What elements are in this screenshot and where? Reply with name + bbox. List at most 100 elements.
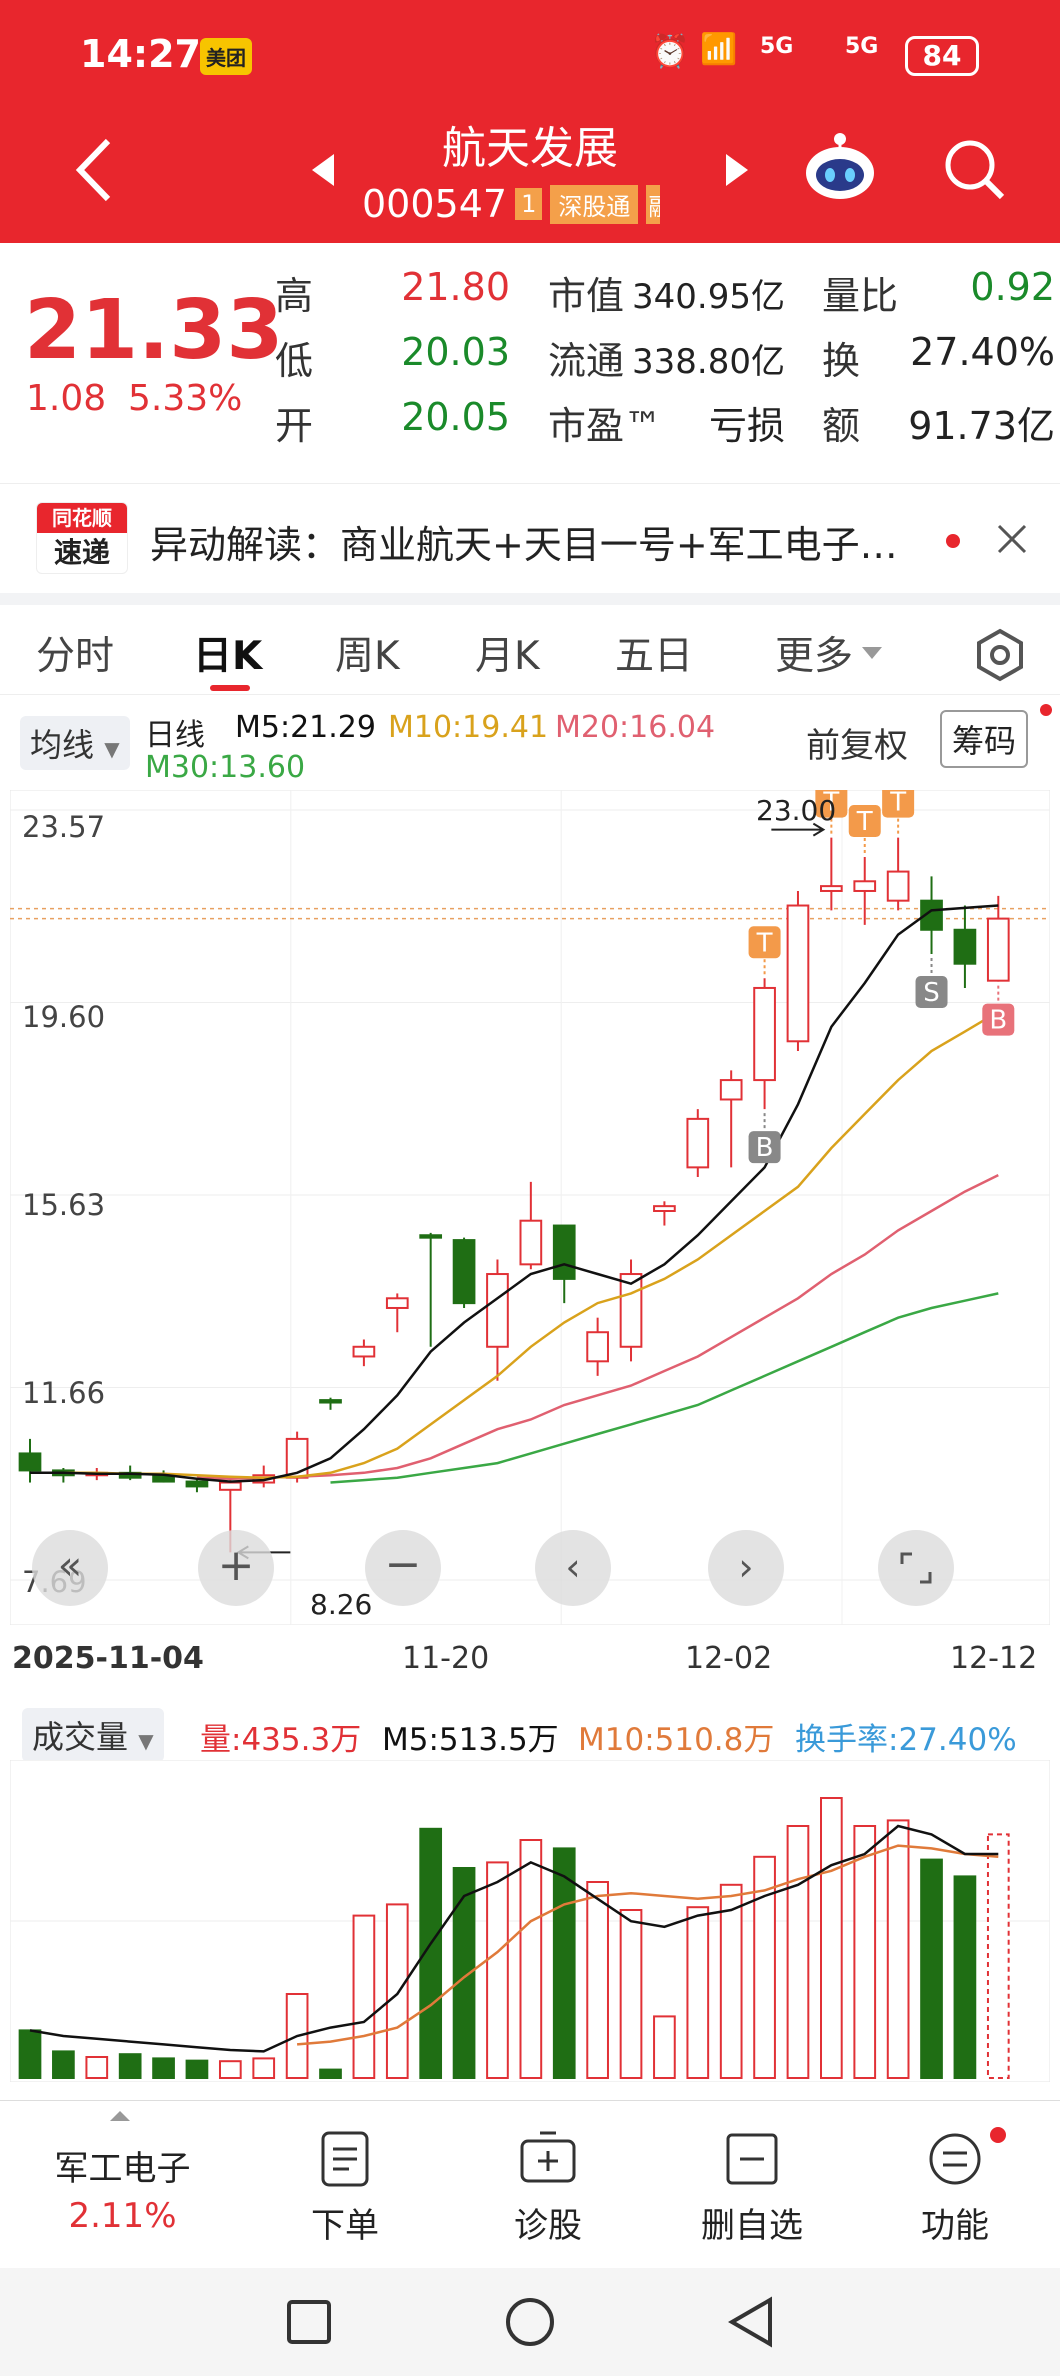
remove-watchlist-button[interactable]: 删自选: [652, 2129, 852, 2247]
volume-value: 量:435.3万: [200, 1722, 362, 1758]
volume-bar: [986, 1833, 1010, 2080]
alert-text[interactable]: 异动解读：商业航天+天目一号+军工电子…: [150, 523, 898, 567]
recents-icon[interactable]: [285, 2298, 333, 2346]
period-label: 日线: [145, 718, 205, 753]
volume-bar: [552, 1847, 576, 2080]
open-label: 开: [275, 404, 314, 448]
volume-bar: [419, 1827, 443, 2079]
low-value: 20.03: [401, 330, 510, 374]
volume-bar: [452, 1867, 476, 2079]
candle-body: [419, 1234, 443, 1239]
volume-ratio-label: 量比: [822, 274, 899, 318]
volume-chart[interactable]: [9, 1759, 1051, 2083]
candle-body: [486, 1273, 509, 1348]
volume-bar: [619, 1909, 643, 2079]
volume-ma5-line: [29, 1824, 999, 2053]
search-icon[interactable]: [940, 135, 1010, 205]
tab-five-day[interactable]: 五日: [615, 634, 694, 679]
trade-marker-bg: [748, 1131, 781, 1164]
sector-name[interactable]: 军工电子: [54, 2149, 191, 2189]
turnover-label: 换: [822, 339, 861, 383]
rewind-control[interactable]: «: [32, 1530, 108, 1606]
candle-body: [18, 1452, 42, 1472]
trade-marker-label: S: [923, 978, 940, 1008]
high-value: 21.80: [401, 265, 510, 309]
date-tick-3: 12-02: [685, 1641, 773, 1676]
volume-bar: [52, 2050, 75, 2079]
remove-watchlist-label: 删自选: [701, 2206, 803, 2246]
home-icon[interactable]: [504, 2296, 556, 2348]
divider: [0, 593, 1060, 605]
mktcap-label: 市值: [548, 274, 625, 318]
caret-up-icon[interactable]: [108, 2109, 132, 2123]
turnover-value: 27.40%: [910, 330, 1055, 374]
candle-body: [753, 986, 776, 1082]
order-button[interactable]: 下单: [245, 2129, 445, 2247]
pan-left-control[interactable]: ‹: [535, 1530, 611, 1606]
date-tick-2: 11-20: [402, 1641, 490, 1676]
back-nav-icon[interactable]: [726, 2296, 778, 2348]
volume-bar: [820, 1797, 843, 2079]
candle-body: [385, 1297, 409, 1309]
ma-selector-label: 均线: [30, 726, 95, 764]
trade-marker-label: T: [856, 807, 873, 837]
candle-body: [519, 1219, 543, 1266]
settings-hex-icon[interactable]: [970, 625, 1030, 685]
zoom-in-control[interactable]: +: [198, 1530, 274, 1606]
next-stock-icon[interactable]: [722, 150, 752, 190]
kline-legend: 均线 ▼ 日线 M5:21.29 M10:19.41 M20:16.04 M30…: [0, 700, 1060, 790]
stock-name: 航天发展: [442, 123, 618, 174]
volume-bar: [218, 2060, 242, 2080]
back-icon[interactable]: [70, 135, 120, 205]
volume-indicator-selector[interactable]: 成交量 ▼: [22, 1708, 164, 1762]
quote-panel: 21.33 1.08 5.33% 高 21.80 低 20.03 开 20.05…: [0, 243, 1060, 483]
candle-body: [886, 870, 910, 902]
diagnose-button[interactable]: 诊股: [448, 2129, 648, 2247]
diagnose-icon: [520, 2131, 576, 2183]
y-tick-1: 23.57: [22, 810, 106, 844]
status-app-badge: 美团: [200, 38, 252, 75]
function-label: 功能: [921, 2206, 989, 2246]
alarm-icon: ⏰: [650, 32, 690, 70]
volume-bar: [886, 1819, 910, 2080]
candle-body: [920, 899, 943, 931]
battery-icon: 84: [905, 36, 979, 76]
candle-body: [953, 928, 977, 965]
diagnose-label: 诊股: [514, 2206, 582, 2246]
tab-daily-k[interactable]: 日K: [193, 634, 263, 679]
fullscreen-control[interactable]: [878, 1530, 954, 1606]
volume-bar: [185, 2059, 209, 2080]
function-button[interactable]: 功能: [855, 2129, 1055, 2247]
chevron-down-icon: ▼: [138, 1729, 154, 1753]
y-tick-2: 19.60: [22, 1000, 106, 1034]
order-icon: [321, 2131, 369, 2187]
order-label: 下单: [311, 2206, 379, 2246]
system-nav-bar: [0, 2268, 1060, 2376]
candle-body: [653, 1205, 676, 1213]
volume-bar: [953, 1875, 977, 2080]
tag-level: 1: [515, 188, 543, 220]
zoom-out-control[interactable]: −: [365, 1530, 441, 1606]
tab-monthly-k[interactable]: 月K: [475, 634, 540, 679]
ma-selector[interactable]: 均线 ▼: [20, 716, 130, 770]
pan-right-control[interactable]: ›: [708, 1530, 784, 1606]
volume-legend: 成交量 ▼ 量:435.3万 M5:513.5万 M10:510.8万 换手率:…: [0, 1708, 1060, 1768]
status-time: 14:27: [80, 32, 201, 76]
prev-stock-icon[interactable]: [308, 150, 338, 190]
ths-logo: 同花顺 速递: [36, 502, 128, 574]
chip-button[interactable]: 筹码: [940, 710, 1029, 768]
close-icon[interactable]: [995, 522, 1029, 556]
volume-bar: [586, 1881, 609, 2079]
candle-body: [686, 1117, 710, 1169]
tab-more[interactable]: 更多: [775, 634, 854, 679]
y-tick-4: 11.66: [22, 1376, 106, 1410]
adjust-toggle[interactable]: 前复权: [806, 726, 908, 766]
robot-assistant-icon[interactable]: [800, 125, 880, 205]
candle-body: [719, 1079, 743, 1101]
candle-body: [218, 1481, 242, 1491]
news-alert-bar[interactable]: 同花顺 速递 异动解读：商业航天+天目一号+军工电子…: [0, 483, 1060, 593]
legend-m10: M10:19.41: [388, 710, 549, 745]
tab-weekly-k[interactable]: 周K: [335, 634, 400, 679]
tab-intraday[interactable]: 分时: [36, 634, 115, 679]
